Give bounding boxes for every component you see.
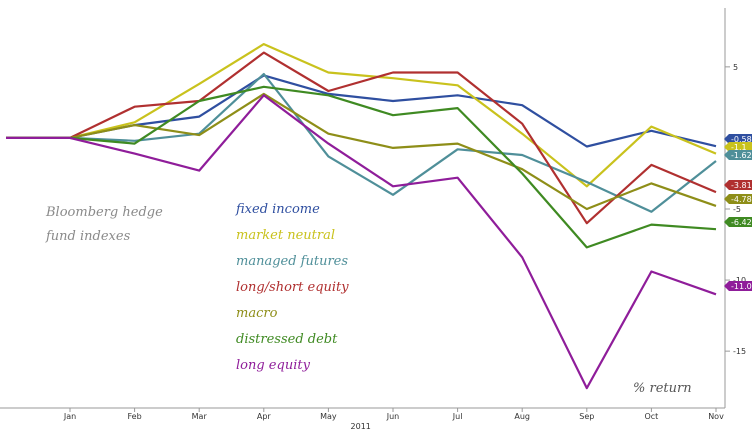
end-label-value: -1.1 [731,143,747,152]
x-tick-label: Sep [579,412,594,421]
end-label-fixed-income: -0.58 [724,134,752,144]
annotation-title-line2: fund indexes [45,229,131,244]
series-lines [6,42,717,390]
x-tick-label: May [320,412,337,421]
legend-distressed-debt: distressed debt [236,332,338,347]
y-tick-label: -5 [733,205,741,214]
series-line-long-equity [6,94,717,390]
x-tick-label: Jan [63,412,76,421]
legend-fixed-income: fixed income [235,202,320,217]
annotation-title-line1: Bloomberg hedge [45,205,163,220]
legend-market-neutral: market neutral [236,228,335,243]
end-label-long-equity: -11.0 [724,281,752,291]
series-line-macro [6,92,717,211]
handwritten-annotations: Bloomberg hedge fund indexes fixed income m… [45,202,692,396]
x-tick-label: Jul [452,412,463,421]
legend-macro: macro [236,306,278,321]
legend-long-short-equity: long/short equity [236,280,349,295]
x-year-label: 2011 [351,422,371,430]
end-label-flag [724,281,752,291]
legend-managed-futures: managed futures [236,254,348,269]
end-label-flag [724,194,752,204]
series-line-market-neutral [6,42,717,188]
end-value-labels: -0.58-1.1-1.62 -3.81 -4.78 -6.42 -11.0 [724,134,752,291]
end-label-flag [724,142,752,152]
end-label-market-neutral: -1.1 [724,142,752,152]
x-tick-label: Nov [708,412,724,421]
end-label-value: -6.42 [731,218,752,227]
annotation-unit: % return [633,381,692,396]
chart-axes: JanFebMarAprMayJunJulAugSepOctNov201150-… [0,8,746,430]
end-label-long-short-equity: -3.81 [724,180,752,190]
end-label-flag [724,217,752,227]
series-line-fixed-income [6,74,717,148]
x-tick-label: Jun [386,412,400,421]
legend-long-equity: long equity [236,358,311,373]
end-label-value: -0.58 [731,135,752,144]
series-line-distressed-debt [6,85,717,249]
end-label-flag [724,150,752,160]
x-tick-label: Aug [514,412,530,421]
end-label-value: -1.62 [731,151,752,160]
end-label-managed-futures: -1.62 [724,150,752,160]
x-tick-label: Oct [644,412,658,421]
x-tick-label: Mar [192,412,208,421]
end-label-value: -3.81 [731,181,752,190]
series-line-long-short-equity [6,51,717,225]
end-label-value: -4.78 [731,195,752,204]
x-tick-label: Feb [128,412,142,421]
end-label-flag [724,180,752,190]
y-tick-label: -10 [733,276,746,285]
end-label-value: -11.0 [731,282,752,291]
y-tick-label: 5 [733,63,738,72]
series-line-managed-futures [6,72,717,213]
end-label-macro: -4.78 [724,194,752,204]
end-label-flag [724,134,752,144]
end-label-distressed-debt: -6.42 [724,217,752,227]
x-tick-label: Apr [257,412,272,421]
y-tick-label: -15 [733,347,746,356]
